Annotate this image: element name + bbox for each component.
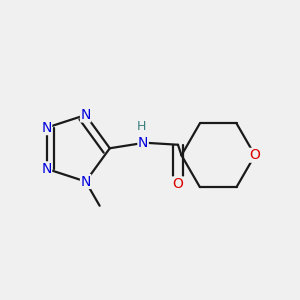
Text: N: N <box>41 121 52 135</box>
Text: N: N <box>41 162 52 176</box>
Text: H: H <box>136 120 146 133</box>
Text: N: N <box>80 175 91 188</box>
Text: N: N <box>80 108 91 122</box>
Text: N: N <box>138 136 148 150</box>
Text: O: O <box>250 148 260 162</box>
Text: O: O <box>172 177 183 191</box>
